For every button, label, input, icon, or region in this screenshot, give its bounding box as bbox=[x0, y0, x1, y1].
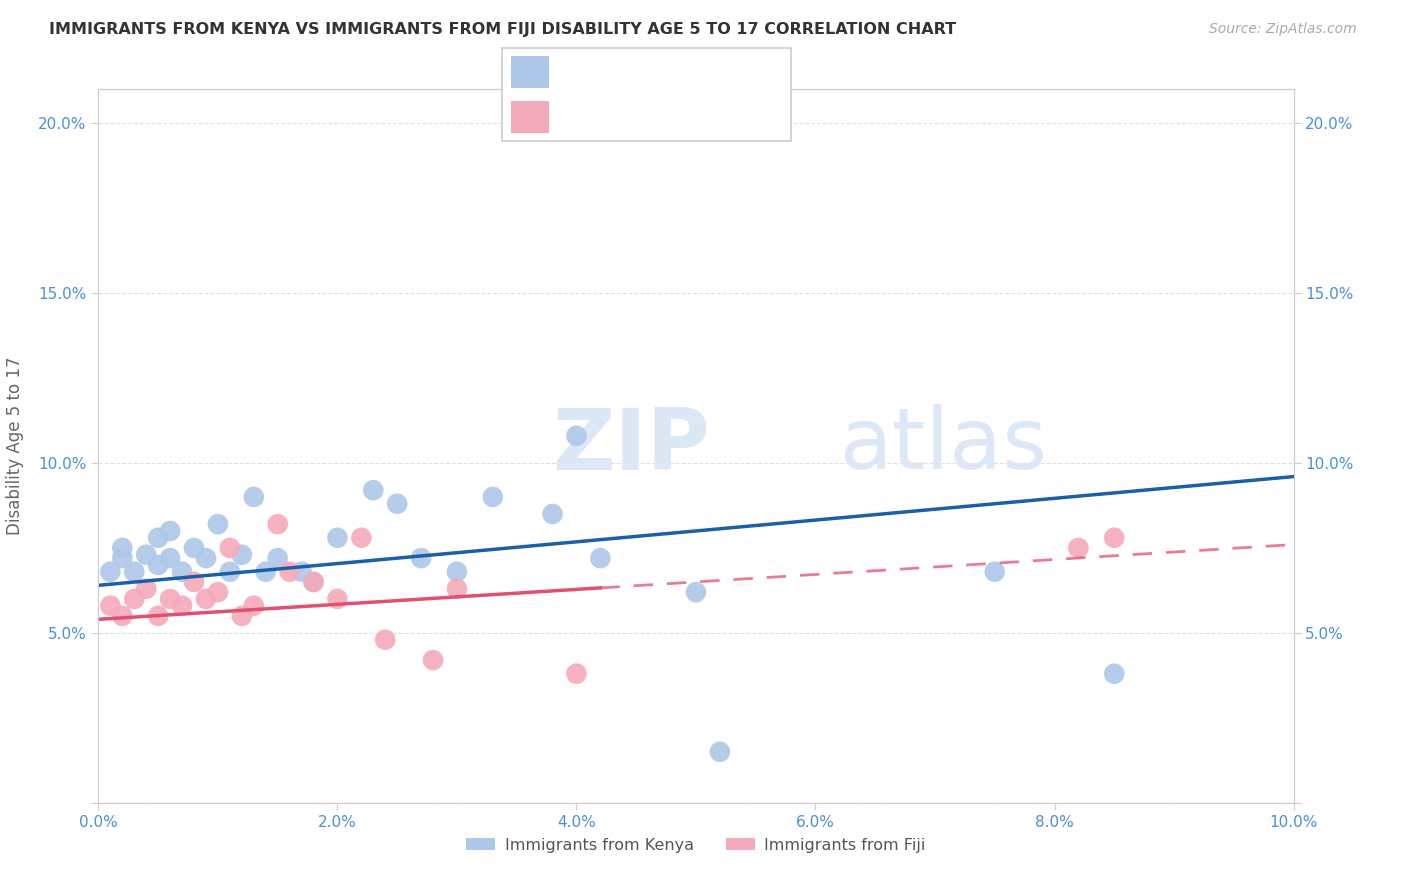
Point bbox=[374, 632, 396, 647]
Point bbox=[148, 608, 170, 623]
Point bbox=[302, 574, 325, 589]
Point bbox=[111, 541, 134, 555]
Text: N =: N = bbox=[669, 64, 704, 78]
Point bbox=[124, 591, 146, 606]
Point bbox=[172, 565, 194, 579]
Point bbox=[326, 591, 349, 606]
Point bbox=[195, 591, 218, 606]
Point bbox=[302, 574, 325, 589]
Point bbox=[422, 653, 444, 667]
Point bbox=[1104, 531, 1126, 545]
Point bbox=[100, 599, 122, 613]
Point bbox=[1104, 666, 1126, 681]
Point bbox=[267, 551, 290, 566]
Point bbox=[984, 565, 1007, 579]
Text: atlas: atlas bbox=[839, 404, 1047, 488]
Point bbox=[385, 497, 409, 511]
Point bbox=[254, 565, 277, 579]
Point bbox=[411, 551, 433, 566]
Text: 0.154: 0.154 bbox=[606, 109, 657, 124]
Point bbox=[219, 565, 242, 579]
Point bbox=[446, 582, 468, 596]
Text: 33: 33 bbox=[711, 64, 734, 78]
Point bbox=[135, 548, 157, 562]
FancyBboxPatch shape bbox=[510, 102, 550, 133]
Point bbox=[565, 666, 588, 681]
Point bbox=[685, 585, 707, 599]
Point bbox=[326, 531, 349, 545]
Point bbox=[183, 541, 205, 555]
Point bbox=[135, 582, 157, 596]
Point bbox=[709, 745, 731, 759]
FancyBboxPatch shape bbox=[502, 48, 792, 141]
Point bbox=[111, 551, 134, 566]
Point bbox=[183, 574, 205, 589]
Point bbox=[219, 541, 242, 555]
Y-axis label: Disability Age 5 to 17: Disability Age 5 to 17 bbox=[7, 357, 24, 535]
Point bbox=[231, 548, 253, 562]
Point bbox=[363, 483, 385, 498]
Point bbox=[172, 599, 194, 613]
Text: N =: N = bbox=[669, 109, 704, 124]
Point bbox=[148, 531, 170, 545]
Point bbox=[1067, 541, 1090, 555]
Point bbox=[243, 599, 266, 613]
Point bbox=[481, 490, 505, 504]
Point bbox=[159, 524, 181, 538]
Point bbox=[159, 591, 181, 606]
Point bbox=[231, 608, 253, 623]
Legend: Immigrants from Kenya, Immigrants from Fiji: Immigrants from Kenya, Immigrants from F… bbox=[460, 831, 932, 859]
Point bbox=[207, 517, 229, 532]
Point bbox=[243, 490, 266, 504]
Point bbox=[350, 531, 373, 545]
Point bbox=[195, 551, 218, 566]
FancyBboxPatch shape bbox=[510, 56, 550, 87]
Point bbox=[446, 565, 468, 579]
Point bbox=[541, 507, 564, 521]
Point bbox=[589, 551, 612, 566]
Text: R =: R = bbox=[561, 109, 596, 124]
Text: 24: 24 bbox=[711, 109, 734, 124]
Point bbox=[565, 429, 588, 443]
Text: Source: ZipAtlas.com: Source: ZipAtlas.com bbox=[1209, 22, 1357, 37]
Point bbox=[267, 517, 290, 532]
Point bbox=[278, 565, 301, 579]
Point bbox=[111, 608, 134, 623]
Point bbox=[148, 558, 170, 572]
Point bbox=[159, 551, 181, 566]
Text: ZIP: ZIP bbox=[553, 404, 710, 488]
Point bbox=[207, 585, 229, 599]
Text: R =: R = bbox=[561, 64, 596, 78]
Point bbox=[124, 565, 146, 579]
Text: 0.241: 0.241 bbox=[606, 64, 657, 78]
Point bbox=[291, 565, 314, 579]
Text: IMMIGRANTS FROM KENYA VS IMMIGRANTS FROM FIJI DISABILITY AGE 5 TO 17 CORRELATION: IMMIGRANTS FROM KENYA VS IMMIGRANTS FROM… bbox=[49, 22, 956, 37]
Point bbox=[100, 565, 122, 579]
